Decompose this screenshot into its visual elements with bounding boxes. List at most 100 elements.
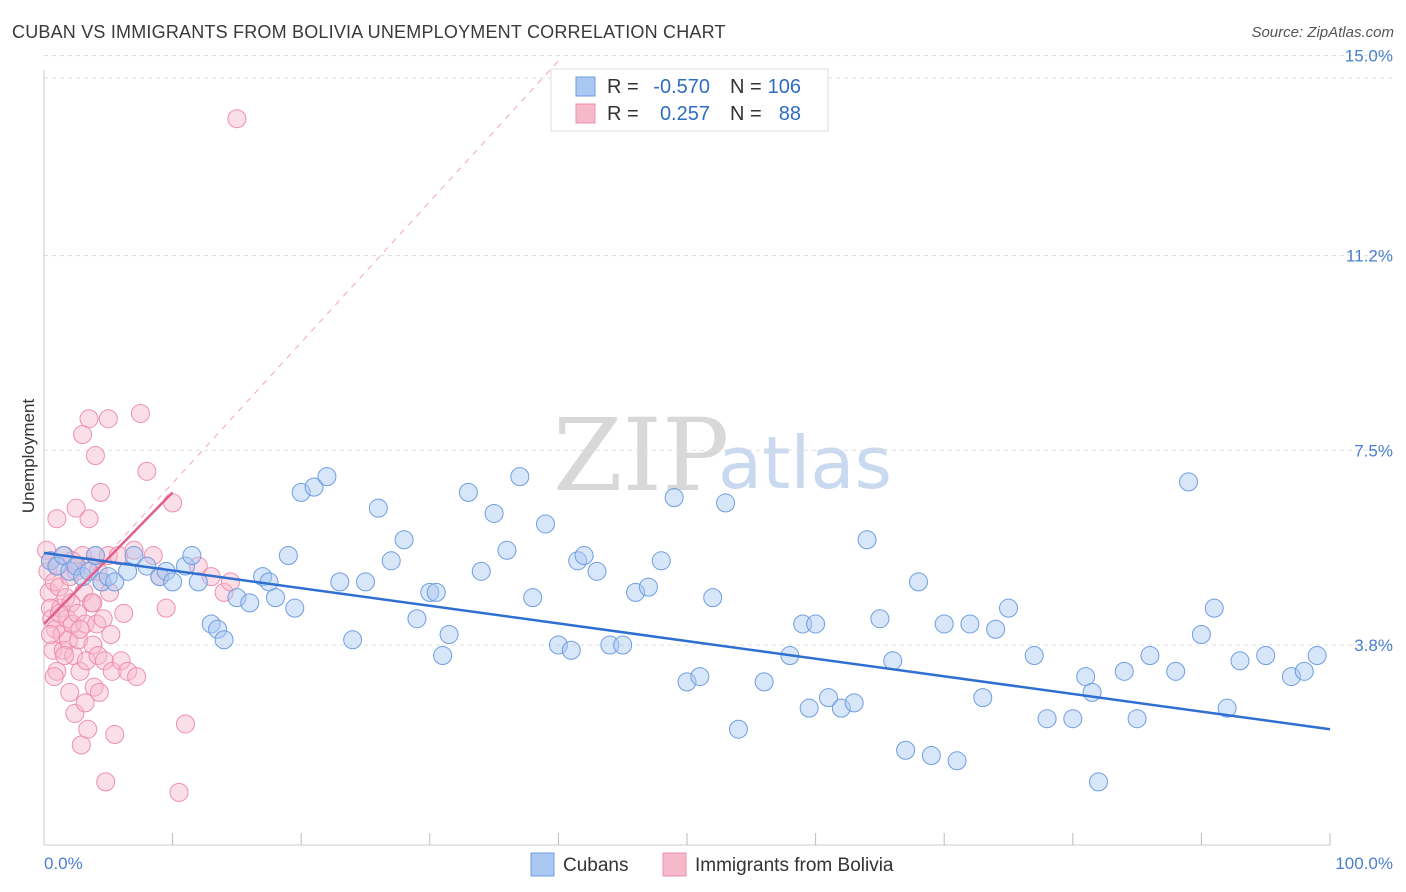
- cubans-point: [1307, 646, 1327, 666]
- legend-swatch-bolivia: [575, 103, 596, 124]
- bolivia-point: [47, 509, 67, 529]
- y-tick-labels: 3.8% 7.5% 11.2% 15.0%: [1345, 47, 1393, 655]
- cubans-point: [439, 624, 459, 644]
- cubans-point: [291, 482, 311, 502]
- cubans-point: [426, 582, 446, 602]
- bolivia-point: [89, 682, 109, 702]
- cubans-point: [433, 646, 453, 666]
- bolivia-point: [101, 624, 121, 644]
- bolivia-point: [118, 661, 138, 681]
- cubans-trend-line: [43, 551, 1331, 731]
- bolivia-trend-line: [43, 491, 174, 625]
- cubans-point: [1281, 667, 1301, 687]
- cubans-point: [1191, 624, 1211, 644]
- x-ticks: [172, 833, 1331, 845]
- cubans-point: [163, 572, 183, 592]
- bolivia-point: [88, 646, 108, 666]
- bolivia-point: [70, 619, 90, 639]
- bolivia-point: [79, 509, 99, 529]
- cubans-point: [728, 719, 748, 739]
- watermark: ZIP atlas: [553, 397, 892, 514]
- cubans-point: [934, 614, 954, 634]
- cubans-point: [857, 530, 877, 550]
- bolivia-point: [75, 693, 95, 713]
- cubans-point: [1166, 661, 1186, 681]
- cubans-point: [40, 551, 60, 571]
- cubans-point: [613, 635, 633, 655]
- cubans-point: [664, 488, 684, 508]
- cubans-point: [1114, 661, 1134, 681]
- cubans-point: [921, 746, 941, 766]
- cubans-point: [638, 577, 658, 597]
- cubans-point: [60, 561, 80, 581]
- cubans-point: [973, 688, 993, 708]
- y-tick-label: 15.0%: [1345, 47, 1393, 66]
- bolivia-point: [49, 577, 69, 597]
- legend-r-label-cubans: R =: [607, 76, 639, 98]
- cubans-point: [999, 598, 1018, 618]
- cubans-point: [356, 572, 375, 592]
- bolivia-point: [75, 614, 95, 634]
- cubans-point: [285, 598, 305, 618]
- bolivia-point: [91, 482, 111, 502]
- bolivia-point: [60, 682, 80, 702]
- cubans-point: [568, 551, 588, 571]
- cubans-point: [831, 698, 851, 718]
- cubans-point: [1024, 646, 1044, 666]
- cubans-point: [98, 567, 118, 587]
- watermark-zip: ZIP: [553, 397, 729, 514]
- cubans-point: [407, 609, 427, 629]
- cubans-point: [265, 588, 285, 608]
- bolivia-point: [55, 646, 75, 666]
- bolivia-point: [98, 409, 118, 429]
- series-cubans-points: [40, 467, 1327, 792]
- cubans-point: [677, 672, 697, 692]
- bolivia-point: [127, 667, 147, 687]
- x-tick-label-min: 0.0%: [44, 854, 83, 873]
- bolivia-point: [100, 582, 120, 602]
- cubans-point: [1256, 646, 1276, 666]
- legend-n-value-cubans: 106: [768, 76, 801, 98]
- bolivia-point: [78, 719, 98, 739]
- cubans-point: [960, 614, 980, 634]
- bolivia-point: [70, 661, 90, 681]
- cubans-point: [799, 698, 819, 718]
- bolivia-point: [227, 109, 247, 129]
- cubans-point: [626, 582, 646, 602]
- cubans-point: [201, 614, 221, 634]
- series-bolivia-points: [37, 109, 247, 802]
- bolivia-point: [163, 493, 183, 513]
- cubans-point: [1127, 709, 1147, 729]
- bolivia-point: [66, 498, 86, 518]
- cubans-point: [304, 477, 324, 497]
- bolivia-point: [130, 403, 150, 423]
- legend-n-label-bolivia: N =: [730, 103, 762, 125]
- series-legend: Cubans Immigrants from Bolivia: [530, 852, 894, 877]
- cubans-point: [754, 672, 774, 692]
- bottom-legend-swatch-bolivia: [662, 852, 687, 877]
- cubans-point: [182, 546, 202, 566]
- legend-n-label-cubans: N =: [730, 76, 762, 98]
- cubans-point: [1089, 772, 1109, 792]
- correlation-legend: R = -0.570 N = 106 R = 0.257 N = 88: [550, 68, 829, 132]
- bolivia-point: [49, 603, 69, 623]
- bolivia-point: [79, 409, 99, 429]
- cubans-point: [870, 609, 890, 629]
- cubans-point: [381, 551, 401, 571]
- y-tick-label: 7.5%: [1354, 441, 1393, 460]
- bolivia-point: [111, 651, 131, 671]
- cubans-point: [690, 667, 710, 687]
- legend-r-value-bolivia: 0.257: [660, 103, 710, 125]
- bolivia-trend-extension: [43, 60, 559, 625]
- cubans-point: [368, 498, 388, 518]
- cubans-point: [484, 503, 504, 523]
- cubans-point: [330, 572, 350, 592]
- cubans-point: [1217, 698, 1237, 718]
- cubans-point: [471, 561, 491, 581]
- cubans-point: [343, 630, 363, 650]
- cubans-point: [458, 482, 478, 502]
- bolivia-point: [47, 661, 67, 681]
- cubans-point: [947, 751, 967, 771]
- cubans-point: [47, 556, 67, 576]
